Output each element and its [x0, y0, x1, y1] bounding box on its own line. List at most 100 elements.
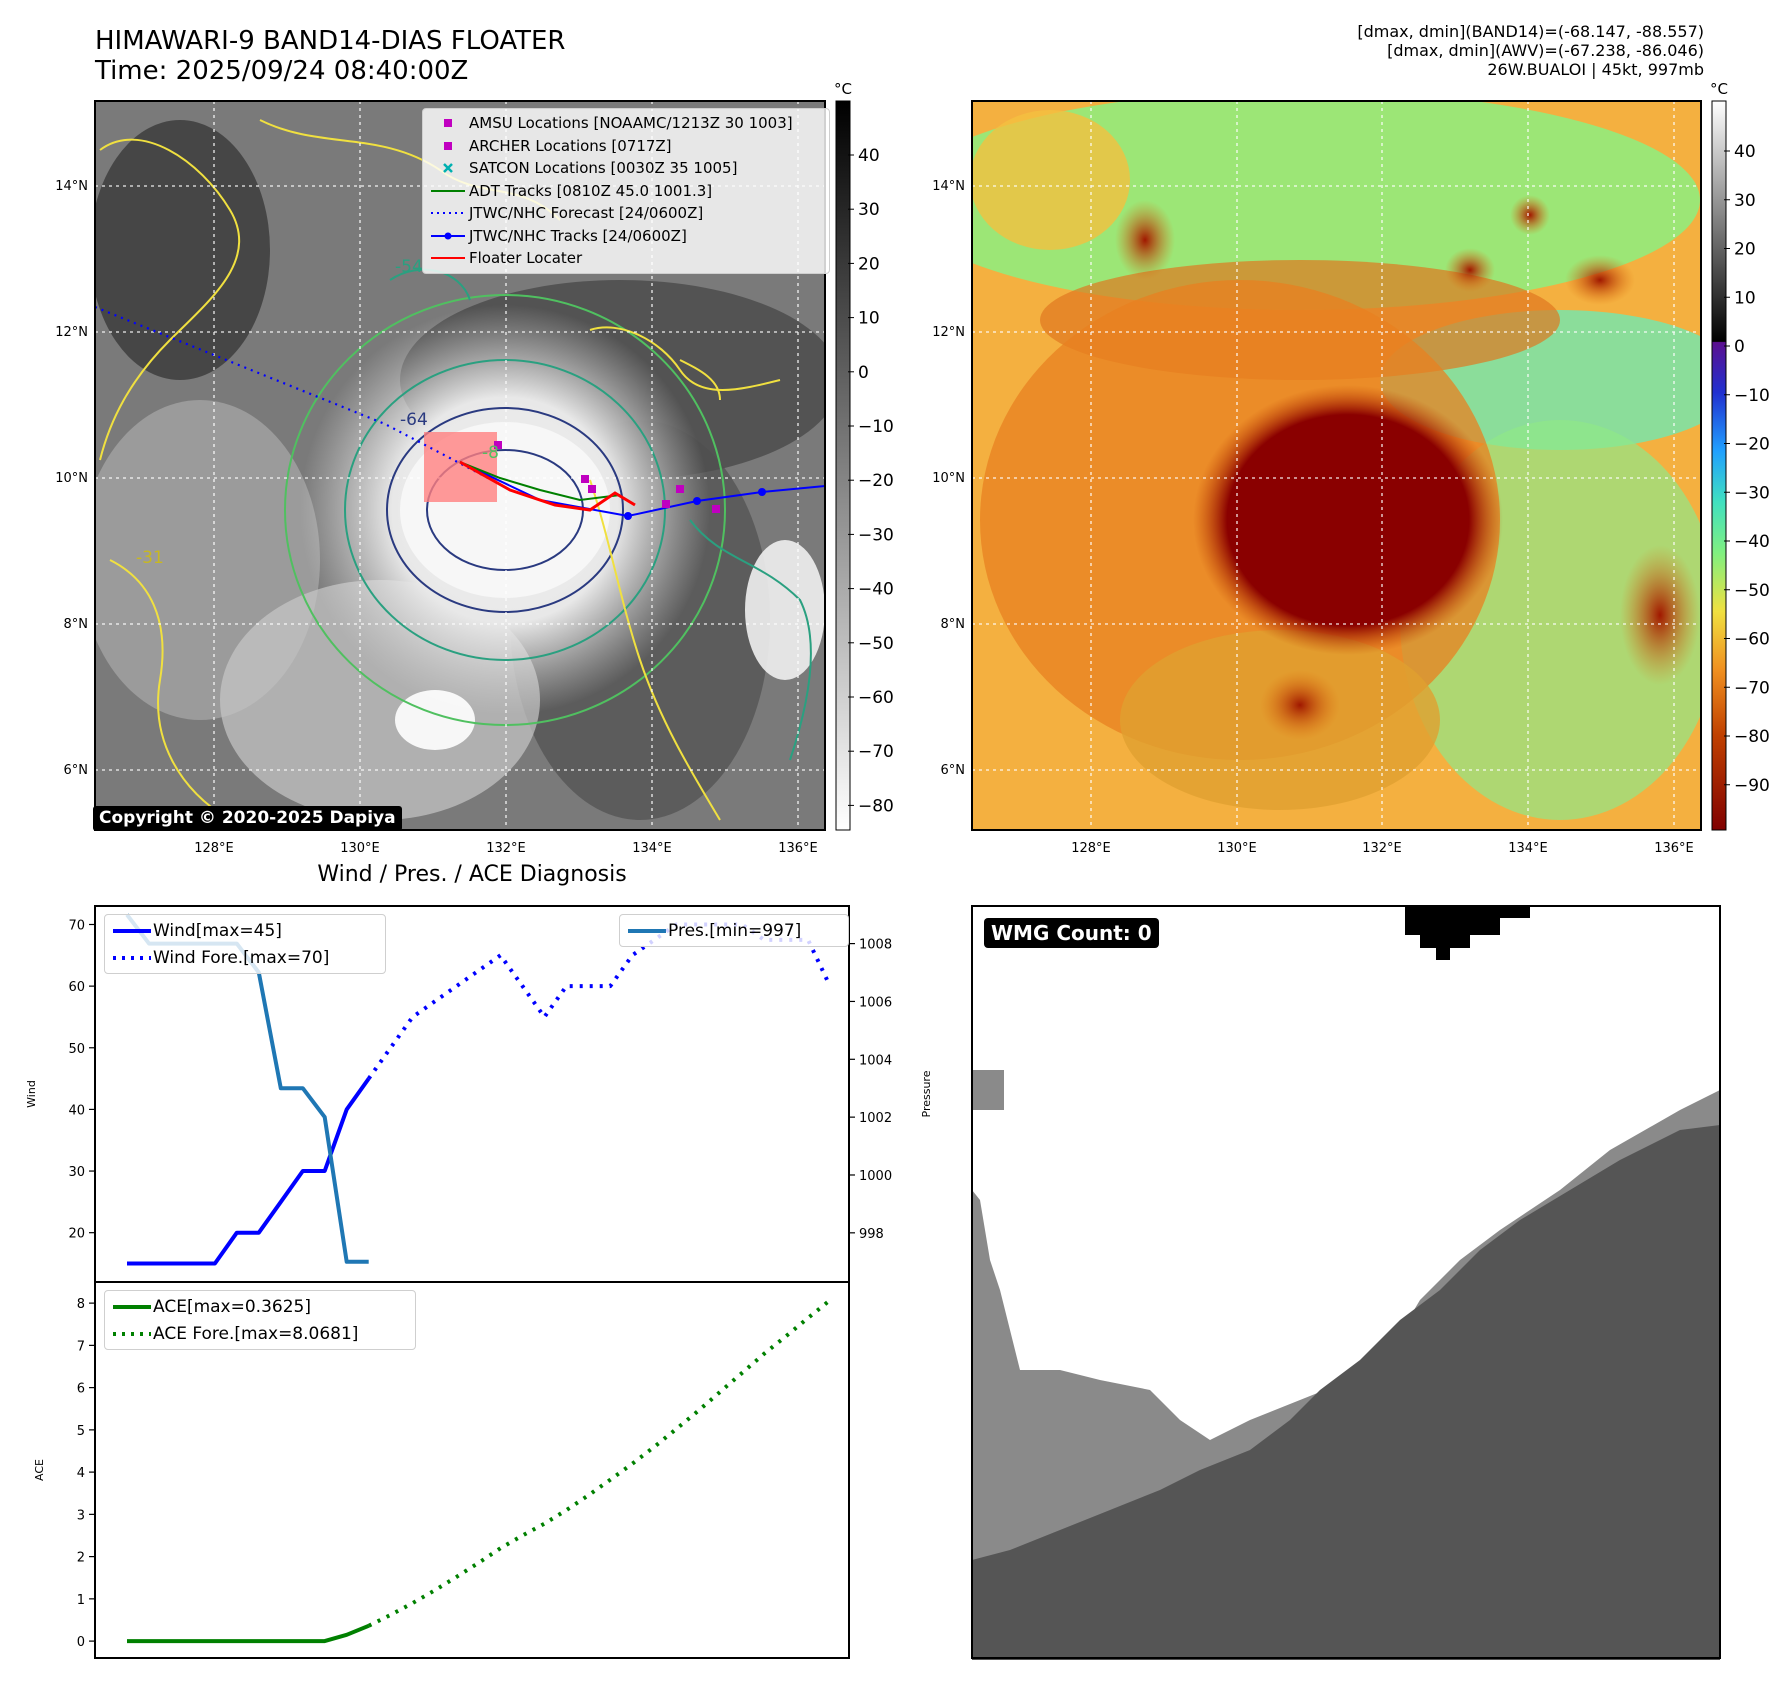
lon-tick: 128°E	[1071, 841, 1111, 856]
colorbar-tick-label: −10	[1734, 386, 1770, 406]
lat-tick: 10°N	[932, 471, 965, 486]
ace-axes	[94, 1281, 850, 1659]
colorbar-tick-label: −50	[858, 634, 894, 654]
contour-label: -54	[395, 257, 423, 277]
pressure-axis-label: Pressure	[920, 1070, 933, 1117]
forecast-dotted-icon	[431, 212, 465, 215]
awv-range: [dmax, dmin](AWV)=(-67.238, -86.046)	[1387, 41, 1704, 60]
axis-tick-label: 30	[68, 1165, 85, 1180]
tracks-line-dot-icon	[431, 232, 465, 240]
colorbar-tick-label: −70	[1734, 678, 1770, 698]
ace-axis-label: ACE	[33, 1459, 46, 1481]
lon-tick: 136°E	[778, 841, 818, 856]
colorbar-tick-label: −30	[1734, 483, 1770, 503]
colorbar-tick-label: −40	[1734, 532, 1770, 552]
storm-name: 26W.BUALOI | 45kt, 997mb	[1487, 60, 1704, 79]
colorbar-tick-label: 40	[1734, 142, 1756, 162]
colorbar-tick-label: −20	[858, 471, 894, 491]
colorbar-tick-label: −70	[858, 742, 894, 762]
legend-floater: Floater Locater	[427, 247, 825, 270]
lon-tick: 134°E	[1508, 841, 1548, 856]
right-lat-ticks: 14°N 12°N 10°N 8°N 6°N	[932, 179, 965, 778]
lat-tick: 8°N	[64, 617, 89, 632]
legend-wind: Wind[max=45]	[111, 917, 379, 944]
lon-tick: 130°E	[1217, 841, 1257, 856]
colorbar-tick-label: 10	[858, 309, 880, 329]
contour-labels: -64 -31 -54 -8	[136, 257, 499, 568]
left-lon-ticks: 128°E 130°E 132°E 134°E 136°E	[194, 841, 818, 856]
colorbar-tick-label: 20	[858, 254, 880, 274]
ace-axis-ticks: 8 7 6 5 4 3 2 1 0	[77, 1297, 95, 1650]
lat-tick: 12°N	[55, 325, 88, 340]
contour-label: -64	[400, 410, 428, 430]
lon-tick: 128°E	[194, 841, 234, 856]
forecast-series-line	[367, 922, 832, 1080]
colorbar-tick-label: 0	[1734, 337, 1745, 357]
floater-line-icon	[431, 257, 465, 260]
lat-tick: 12°N	[932, 325, 965, 340]
forecast-series-line	[367, 1298, 832, 1628]
axis-tick-label: 1002	[859, 1111, 892, 1126]
pressure-line-icon	[628, 928, 666, 933]
wind-axis-ticks: 70 60 50 40 30 20	[68, 918, 95, 1242]
colorbar-tick-label: −30	[858, 525, 894, 545]
axis-tick-label: 5	[77, 1424, 85, 1439]
axis-tick-label: 0	[77, 1635, 85, 1650]
axis-tick-label: 1	[77, 1593, 85, 1608]
left-lat-ticks: 14°N 12°N 10°N 8°N 6°N	[55, 179, 88, 778]
legend-amsu: AMSU Locations [NOAAMC/1213Z 30 1003]	[427, 112, 825, 135]
legend-satcon: SATCON Locations [0030Z 35 1005]	[427, 157, 825, 180]
ace-line-icon	[113, 1304, 151, 1309]
colorbar-tick-label: −90	[1734, 776, 1770, 796]
lon-tick: 136°E	[1654, 841, 1694, 856]
colorbar-tick-label: −80	[1734, 727, 1770, 747]
colorbar-tick-label: −40	[858, 580, 894, 600]
diagnosis-title: Wind / Pres. / ACE Diagnosis	[317, 862, 627, 887]
axis-tick-label: 6	[77, 1382, 85, 1397]
left-map-imagery	[95, 101, 825, 830]
legend-forecast: JTWC/NHC Forecast [24/0600Z]	[427, 202, 825, 225]
left-colorbar-ticks: 40 30 20 10 0 −10 −20 −30 −40 −50 −60 −70 −80	[848, 146, 894, 816]
axis-tick-label: 20	[68, 1227, 85, 1242]
pressure-axis-ticks: 1008 1006 1004 1002 1000 998	[849, 938, 892, 1242]
lat-tick: 6°N	[64, 763, 89, 778]
right-colorbar-unit: °C	[1710, 80, 1728, 98]
lat-tick: 6°N	[941, 763, 966, 778]
wind-dotted-icon	[113, 955, 151, 960]
colorbar-tick-label: 30	[858, 200, 880, 220]
axis-tick-label: 1006	[859, 995, 892, 1010]
time-title: Time: 2025/09/24 08:40:00Z	[95, 56, 469, 86]
lon-tick: 134°E	[632, 841, 672, 856]
axis-tick-label: 60	[68, 980, 85, 995]
axis-tick-label: 1004	[859, 1053, 892, 1068]
colorbar-tick-label: 20	[1734, 240, 1756, 260]
wind-legend: Wind[max=45] Wind Fore.[max=70]	[104, 914, 386, 974]
right-lon-ticks: 128°E 130°E 132°E 134°E 136°E	[1071, 841, 1694, 856]
axis-tick-label: 998	[859, 1227, 884, 1242]
right-colorbar-ticks: 40 30 20 10 0 −10 −20 −30 −40 −50 −60 −70 −80 −90	[1724, 142, 1770, 796]
series-line	[127, 1623, 370, 1644]
adt-line-icon	[431, 189, 465, 192]
colorbar-tick-label: −50	[1734, 581, 1770, 601]
colorbar-tick-label: 10	[1734, 288, 1756, 308]
axis-tick-label: 8	[77, 1297, 85, 1312]
colorbar-tick-label: −60	[858, 688, 894, 708]
right-map-imagery	[972, 101, 1701, 830]
axis-tick-label: 1000	[859, 1169, 892, 1184]
legend-ace-forecast: ACE Fore.[max=8.0681]	[111, 1320, 409, 1347]
wind-series	[127, 922, 832, 1266]
series-line	[127, 1077, 371, 1266]
ace-series	[127, 1298, 832, 1644]
wind-line-icon	[113, 928, 151, 933]
axis-tick-label: 50	[68, 1042, 85, 1057]
legend-ace: ACE[max=0.3625]	[111, 1293, 409, 1320]
colorbar-tick-label: 40	[858, 146, 880, 166]
band14-range: [dmax, dmin](BAND14)=(-68.147, -88.557)	[1357, 22, 1704, 41]
colorbar-tick-label: −10	[858, 417, 894, 437]
axis-tick-label: 2	[77, 1551, 85, 1566]
satellite-title: HIMAWARI-9 BAND14-DIAS FLOATER	[95, 26, 566, 56]
lon-tick: 132°E	[486, 841, 526, 856]
colorbar-tick-label: −20	[1734, 435, 1770, 455]
archer-square-icon	[444, 141, 452, 150]
